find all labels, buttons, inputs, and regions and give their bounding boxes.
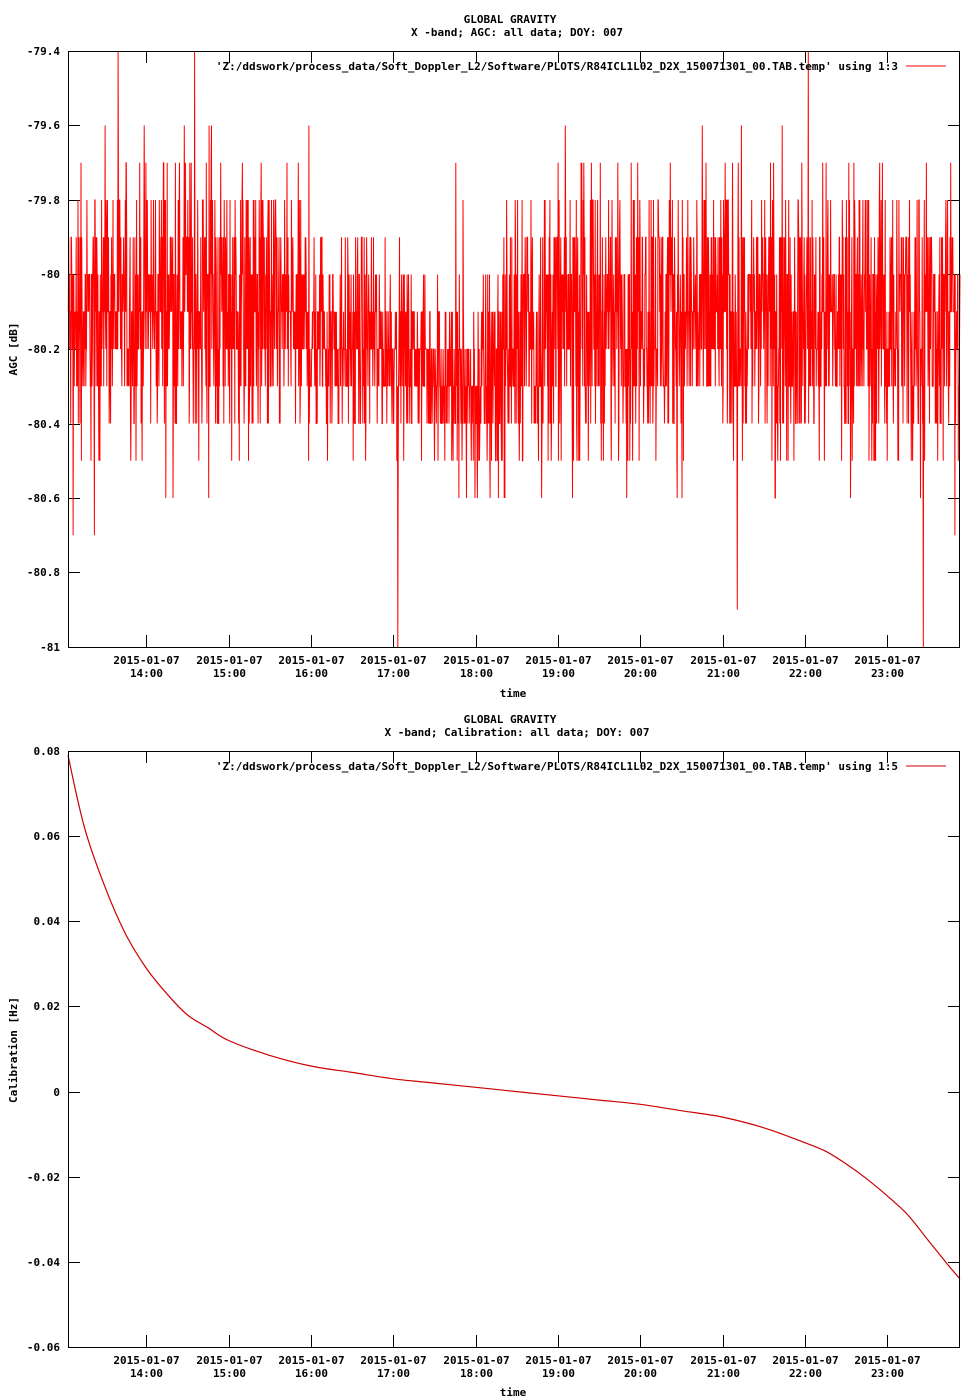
agc-chart: GLOBAL GRAVITY X -band; AGC: all data; D…: [7, 13, 961, 700]
calibration-x-tick-time: 21:00: [707, 1367, 740, 1380]
calibration-x-tick-time: 16:00: [295, 1367, 328, 1380]
agc-x-tick-date: 2015-01-07: [854, 654, 920, 667]
calibration-chart-subtitle: X -band; Calibration: all data; DOY: 007: [385, 726, 650, 739]
calibration-x-tick-time: 23:00: [871, 1367, 904, 1380]
calibration-chart-title: GLOBAL GRAVITY: [464, 713, 557, 726]
agc-x-tick-time: 19:00: [542, 667, 575, 680]
agc-y-tick-label: -81: [40, 641, 60, 654]
agc-x-tick-time: 21:00: [707, 667, 740, 680]
calibration-x-tick-time: 17:00: [377, 1367, 410, 1380]
agc-y-tick-label: -79.4: [27, 45, 60, 58]
agc-y-tick-label: -80: [40, 268, 60, 281]
agc-x-tick-time: 22:00: [789, 667, 822, 680]
agc-x-tick-date: 2015-01-07: [690, 654, 756, 667]
agc-series-line: [67, 50, 961, 648]
calibration-x-tick-time: 19:00: [542, 1367, 575, 1380]
agc-x-tick-date: 2015-01-07: [525, 654, 591, 667]
agc-axis-ticks: -79.4 -79.6 -79.8 -80 -80.2 -80.4 -80.6 -80.8 -8…: [27, 45, 960, 680]
calibration-x-axis-label: time: [500, 1386, 527, 1399]
agc-x-tick-date: 2015-01-07: [360, 654, 426, 667]
agc-x-tick-date: 2015-01-07: [443, 654, 509, 667]
calibration-series-path: [67, 755, 961, 1280]
calibration-x-tick-date: 2015-01-07: [360, 1354, 426, 1367]
calibration-x-tick-time: 15:00: [213, 1367, 246, 1380]
agc-chart-title: GLOBAL GRAVITY: [464, 13, 557, 26]
agc-x-tick-date: 2015-01-07: [278, 654, 344, 667]
calibration-series-line: [67, 755, 961, 1280]
agc-y-axis-label: AGC [dB]: [7, 323, 20, 376]
agc-plot-frame: [68, 51, 960, 648]
agc-y-tick-label: -79.6: [27, 119, 60, 132]
calibration-x-tick-date: 2015-01-07: [113, 1354, 179, 1367]
agc-series-path: [67, 50, 961, 648]
calibration-y-tick-label: 0.02: [34, 1000, 61, 1013]
calibration-y-tick-label: 0.04: [34, 915, 61, 928]
calibration-x-tick-date: 2015-01-07: [525, 1354, 591, 1367]
calibration-y-tick-label: 0: [53, 1086, 60, 1099]
agc-legend-label: 'Z:/ddswork/process_data/Soft_Doppler_L2…: [216, 60, 898, 73]
agc-x-tick-date: 2015-01-07: [607, 654, 673, 667]
calibration-y-tick-label: -0.06: [27, 1341, 60, 1354]
agc-y-tick-label: -79.8: [27, 194, 60, 207]
calibration-x-tick-date: 2015-01-07: [278, 1354, 344, 1367]
calibration-y-tick-label: 0.08: [34, 745, 61, 758]
calibration-legend-label: 'Z:/ddswork/process_data/Soft_Doppler_L2…: [216, 760, 898, 773]
agc-x-tick-time: 15:00: [213, 667, 246, 680]
agc-y-tick-label: -80.6: [27, 492, 60, 505]
calibration-x-tick-date: 2015-01-07: [443, 1354, 509, 1367]
calibration-x-tick-date: 2015-01-07: [690, 1354, 756, 1367]
calibration-x-tick-date: 2015-01-07: [196, 1354, 262, 1367]
agc-x-tick-date: 2015-01-07: [772, 654, 838, 667]
calibration-y-tick-label: -0.02: [27, 1171, 60, 1184]
agc-x-tick-time: 14:00: [130, 667, 163, 680]
agc-x-tick-time: 17:00: [377, 667, 410, 680]
calibration-x-tick-date: 2015-01-07: [607, 1354, 673, 1367]
calibration-x-tick-date: 2015-01-07: [772, 1354, 838, 1367]
calibration-x-tick-time: 14:00: [130, 1367, 163, 1380]
agc-x-tick-date: 2015-01-07: [196, 654, 262, 667]
agc-x-tick-time: 16:00: [295, 667, 328, 680]
agc-y-tick-label: -80.4: [27, 418, 60, 431]
calibration-x-tick-time: 18:00: [460, 1367, 493, 1380]
calibration-y-tick-label: 0.06: [34, 830, 61, 843]
calibration-axis-ticks: 0.08 0.06 0.04 0.02 0 -0.02 -0.04 -0.06 2015-01-…: [27, 745, 960, 1380]
calibration-x-tick-time: 20:00: [624, 1367, 657, 1380]
agc-x-tick-date: 2015-01-07: [113, 654, 179, 667]
calibration-plot-frame: [68, 751, 960, 1348]
agc-x-axis-label: time: [500, 687, 527, 700]
agc-chart-subtitle: X -band; AGC: all data; DOY: 007: [411, 26, 623, 39]
calibration-x-tick-date: 2015-01-07: [854, 1354, 920, 1367]
agc-x-tick-time: 23:00: [871, 667, 904, 680]
agc-y-tick-label: -80.8: [27, 566, 60, 579]
calibration-y-axis-label: Calibration [Hz]: [7, 997, 20, 1103]
calibration-chart: GLOBAL GRAVITY X -band; Calibration: all…: [7, 713, 961, 1399]
calibration-y-tick-label: -0.04: [27, 1256, 60, 1269]
agc-x-tick-time: 18:00: [460, 667, 493, 680]
agc-x-tick-time: 20:00: [624, 667, 657, 680]
calibration-x-tick-time: 22:00: [789, 1367, 822, 1380]
agc-y-tick-label: -80.2: [27, 343, 60, 356]
